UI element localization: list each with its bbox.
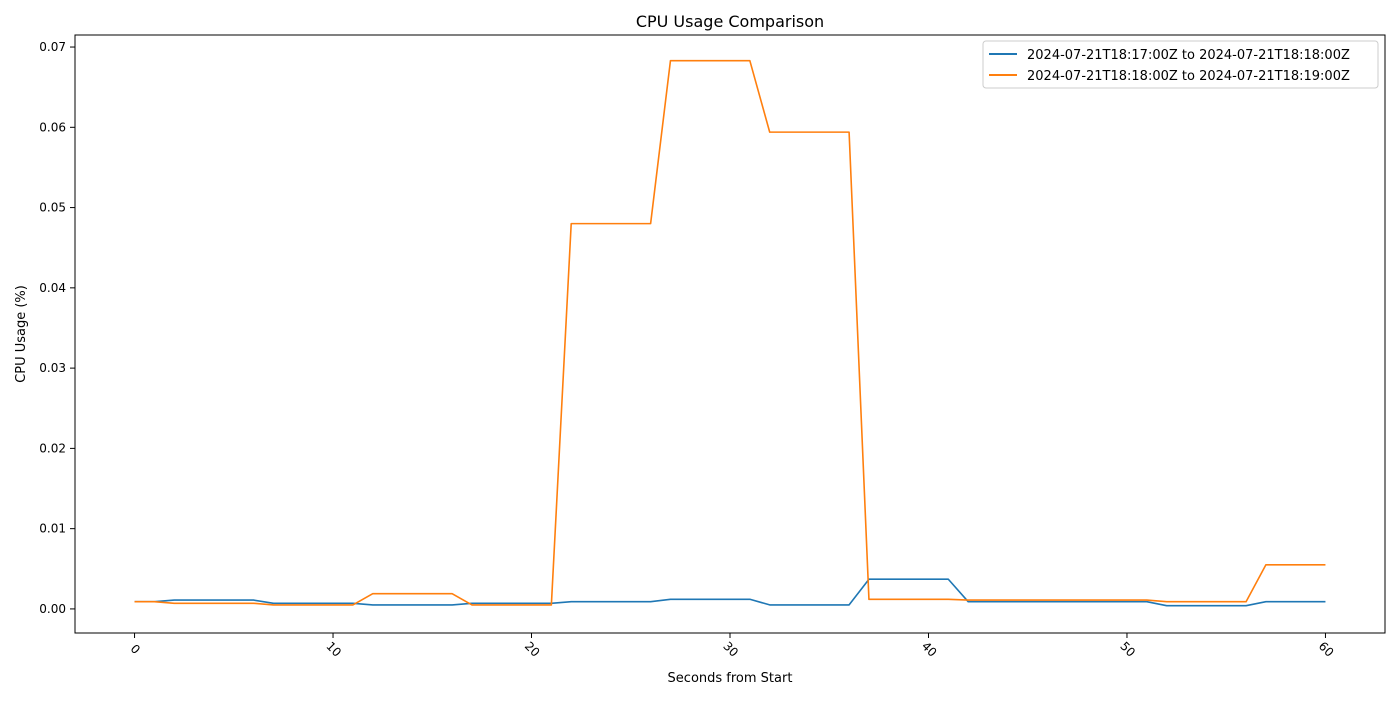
y-axis-label: CPU Usage (%) [14,285,29,383]
y-tick-label: 0.06 [39,120,66,134]
y-axis: 0.00 0.01 0.02 0.03 0.04 0.05 0.06 0.07 [39,40,75,616]
series-line-2 [134,59,1326,606]
x-tick-label: 30 [720,639,741,660]
legend-label-series-1: 2024-07-21T18:17:00Z to 2024-07-21T18:18… [1027,48,1350,63]
y-tick-label: 0.05 [39,201,66,215]
plot-content [134,59,1326,607]
x-tick-label: 50 [1117,639,1138,660]
x-tick-label: 20 [522,639,543,660]
y-tick-label: 0.07 [39,40,66,54]
y-tick-label: 0.01 [39,522,66,536]
x-tick-label: 60 [1316,639,1337,660]
plot-frame [74,34,1386,634]
y-tick-label: 0.00 [39,602,66,616]
x-tick-label: 10 [323,639,344,660]
x-tick-label: 40 [919,639,940,660]
y-tick-label: 0.03 [39,361,66,375]
x-axis: 0 10 20 30 40 50 60 [128,633,1337,660]
chart-title: CPU Usage Comparison [636,12,824,31]
y-tick-label: 0.04 [39,281,66,295]
legend-label-series-2: 2024-07-21T18:18:00Z to 2024-07-21T18:19… [1027,69,1350,84]
legend-frame [982,40,1379,89]
x-tick-label: 0 [128,642,143,657]
legend: 2024-07-21T18:17:00Z to 2024-07-21T18:18… [982,40,1379,89]
x-axis-label: Seconds from Start [668,671,793,686]
series-line-1 [134,578,1326,607]
y-tick-label: 0.02 [39,441,66,455]
